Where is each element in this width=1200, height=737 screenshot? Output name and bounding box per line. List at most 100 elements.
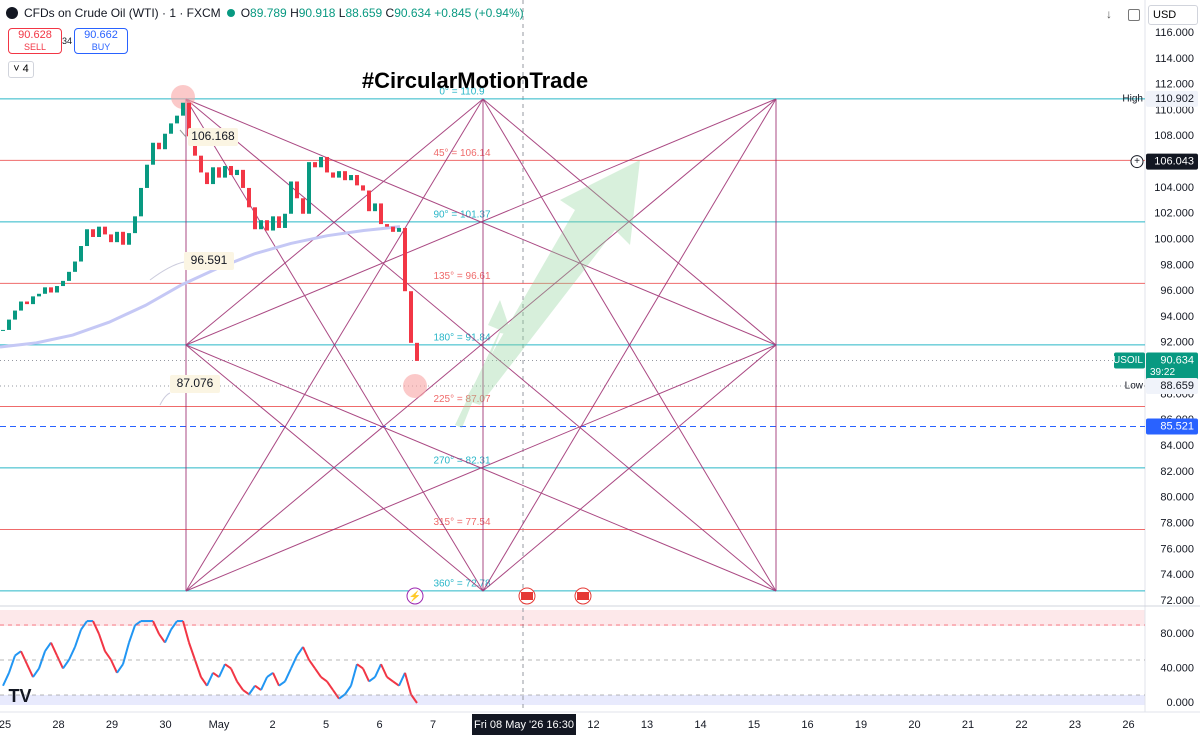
- candle: [271, 216, 275, 231]
- price-tick-label: 96.000: [1160, 285, 1194, 297]
- svg-text:⚡: ⚡: [409, 590, 421, 603]
- rsi-tick-label: 0.000: [1166, 697, 1194, 709]
- rsi-segment: [320, 676, 328, 683]
- candle: [397, 227, 401, 232]
- rsi-segment: [236, 680, 244, 691]
- rsi-segment: [224, 663, 232, 670]
- price-tag: High: [1122, 93, 1143, 104]
- time-label: 12: [587, 719, 599, 731]
- rsi-segment: [98, 633, 106, 652]
- candle: [181, 102, 185, 116]
- price-badge-label: 90.634: [1160, 354, 1194, 366]
- symbol[interactable]: CFDs on Crude Oil (WTI) · 1 · FXCM: [24, 6, 221, 20]
- time-label: 22: [1015, 719, 1027, 731]
- candle: [325, 156, 329, 173]
- candle: [295, 181, 299, 199]
- candle: [109, 234, 113, 243]
- candle: [55, 286, 59, 293]
- level-label: 360° = 72.78: [433, 579, 491, 590]
- rsi-tick-label: 80.000: [1160, 628, 1194, 640]
- level-label: 270° = 82.31: [433, 456, 491, 467]
- rsi-segment: [350, 663, 358, 687]
- crosshair-label: Fri 08 May '26 16:30: [474, 719, 574, 731]
- price-badge: [1146, 153, 1198, 170]
- rsi-segment: [344, 685, 352, 695]
- candle: [277, 216, 281, 228]
- rsi-segment: [248, 685, 256, 695]
- price-tick-label: 112.000: [1155, 79, 1194, 91]
- candle: [7, 319, 11, 330]
- price-tick-label: 92.000: [1160, 337, 1194, 349]
- candle: [49, 287, 53, 293]
- rsi-segment: [92, 620, 100, 635]
- circle-figure: [185, 98, 777, 592]
- candle: [127, 233, 131, 245]
- rsi-segment: [74, 629, 82, 648]
- rsi-segment: [386, 676, 394, 683]
- rsi-segment: [308, 659, 316, 670]
- price-tick-label: 76.000: [1160, 543, 1194, 555]
- rsi-segment: [50, 642, 58, 656]
- rsi-segment: [164, 629, 172, 644]
- candle: [283, 213, 287, 228]
- rsi-segment: [410, 693, 418, 704]
- scroll-button[interactable]: ↓: [1106, 7, 1112, 21]
- level-label: 0° = 110.9: [439, 87, 485, 98]
- fullscreen-button[interactable]: [1128, 9, 1140, 21]
- buy-button[interactable]: 90.662 BUY: [74, 28, 128, 54]
- rsi-segment: [380, 663, 388, 678]
- price-tick-label: 114.000: [1155, 53, 1194, 65]
- rsi-segment: [2, 672, 10, 687]
- ohlc-value: 88.659: [345, 6, 383, 20]
- rsi-segment: [56, 655, 64, 669]
- rsi-segment: [20, 650, 28, 665]
- rsi-segment: [362, 668, 370, 682]
- time-label: 6: [376, 719, 382, 731]
- ohlc-key: L: [338, 6, 346, 20]
- rsi-segment: [254, 684, 262, 691]
- time-label: 2: [269, 719, 275, 731]
- rsi-segment: [368, 676, 376, 683]
- time-label: 5: [323, 719, 329, 731]
- candle: [133, 216, 137, 234]
- time-label: 16: [801, 719, 813, 731]
- candle: [217, 167, 221, 178]
- level-label: 45° = 106.14: [433, 148, 491, 159]
- currency-select[interactable]: USD: [1148, 5, 1198, 25]
- candle: [259, 220, 263, 230]
- rsi-segment: [8, 655, 16, 674]
- rsi-segment: [44, 642, 52, 652]
- candle: [97, 226, 101, 237]
- change: +0.845 (+0.94%): [434, 6, 524, 20]
- indicators-toggle[interactable]: ˅ 4: [8, 61, 34, 78]
- candle: [349, 175, 353, 181]
- buy-price: 90.662: [84, 29, 118, 41]
- rsi-segment: [188, 642, 196, 661]
- rsi-segment: [218, 663, 226, 678]
- price-badge-label: 110.902: [1155, 93, 1194, 105]
- rsi-segment: [116, 663, 124, 674]
- candle: [13, 310, 17, 320]
- candle: [61, 280, 65, 287]
- price-tick-label: 98.000: [1160, 259, 1194, 271]
- candle: [67, 271, 71, 281]
- rsi-segment: [26, 663, 34, 678]
- level-label: 225° = 87.07: [433, 394, 491, 405]
- rsi-segment: [14, 650, 22, 657]
- candle: [37, 293, 41, 297]
- rsi-segment: [392, 680, 400, 687]
- price-tick-label: 108.000: [1154, 130, 1194, 142]
- low-marker: [403, 374, 427, 398]
- indicator-count: 4: [22, 63, 29, 75]
- time-label: 21: [962, 719, 974, 731]
- candle: [139, 187, 143, 217]
- candle: [301, 198, 305, 214]
- price-tick-label: 100.000: [1154, 233, 1194, 245]
- rsi-segment: [398, 672, 406, 687]
- callout: 106.168: [191, 129, 235, 143]
- sell-button[interactable]: 90.628 SELL: [8, 28, 62, 54]
- rsi-segment: [128, 625, 136, 643]
- price-badge-label: 106.043: [1154, 155, 1194, 167]
- candle: [79, 246, 83, 262]
